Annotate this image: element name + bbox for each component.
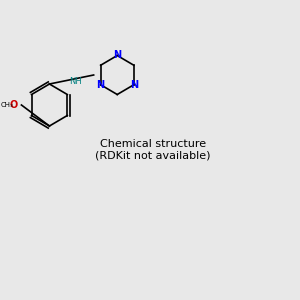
- Text: N: N: [97, 80, 105, 90]
- Text: N: N: [113, 50, 121, 61]
- Text: O: O: [10, 100, 18, 110]
- Text: NH: NH: [70, 76, 82, 85]
- Text: Chemical structure
(RDKit not available): Chemical structure (RDKit not available): [95, 139, 210, 161]
- Text: CH₃: CH₃: [0, 102, 13, 108]
- Text: N: N: [130, 80, 138, 90]
